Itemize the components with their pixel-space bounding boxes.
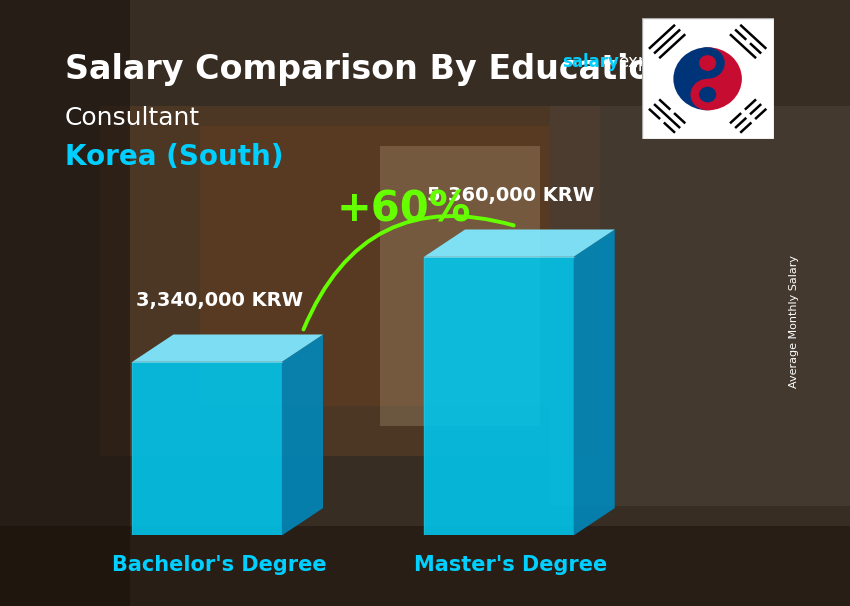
Wedge shape [673,47,707,110]
Text: +60%: +60% [336,189,471,231]
Text: explorer.com: explorer.com [619,53,727,72]
Text: Consultant: Consultant [65,105,200,130]
Text: Salary Comparison By Education: Salary Comparison By Education [65,53,675,87]
Polygon shape [133,335,323,362]
Polygon shape [574,230,615,536]
Text: 5,360,000 KRW: 5,360,000 KRW [428,185,595,205]
Polygon shape [424,257,574,536]
Bar [100,106,600,456]
Bar [550,106,850,506]
Text: Master's Degree: Master's Degree [415,555,608,575]
Bar [0,0,130,606]
Text: Average Monthly Salary: Average Monthly Salary [790,255,799,388]
Circle shape [690,47,725,79]
Circle shape [699,87,717,102]
Polygon shape [133,362,282,536]
Text: salary: salary [563,53,620,72]
Circle shape [690,79,725,110]
Bar [200,126,550,406]
Bar [0,526,850,606]
Circle shape [699,55,717,71]
Wedge shape [707,47,742,110]
Polygon shape [282,335,323,536]
Text: 3,340,000 KRW: 3,340,000 KRW [136,291,303,310]
Text: Bachelor's Degree: Bachelor's Degree [112,555,326,575]
Text: Korea (South): Korea (South) [65,143,283,171]
FancyArrowPatch shape [303,216,513,330]
Bar [380,146,540,426]
Polygon shape [424,230,615,257]
